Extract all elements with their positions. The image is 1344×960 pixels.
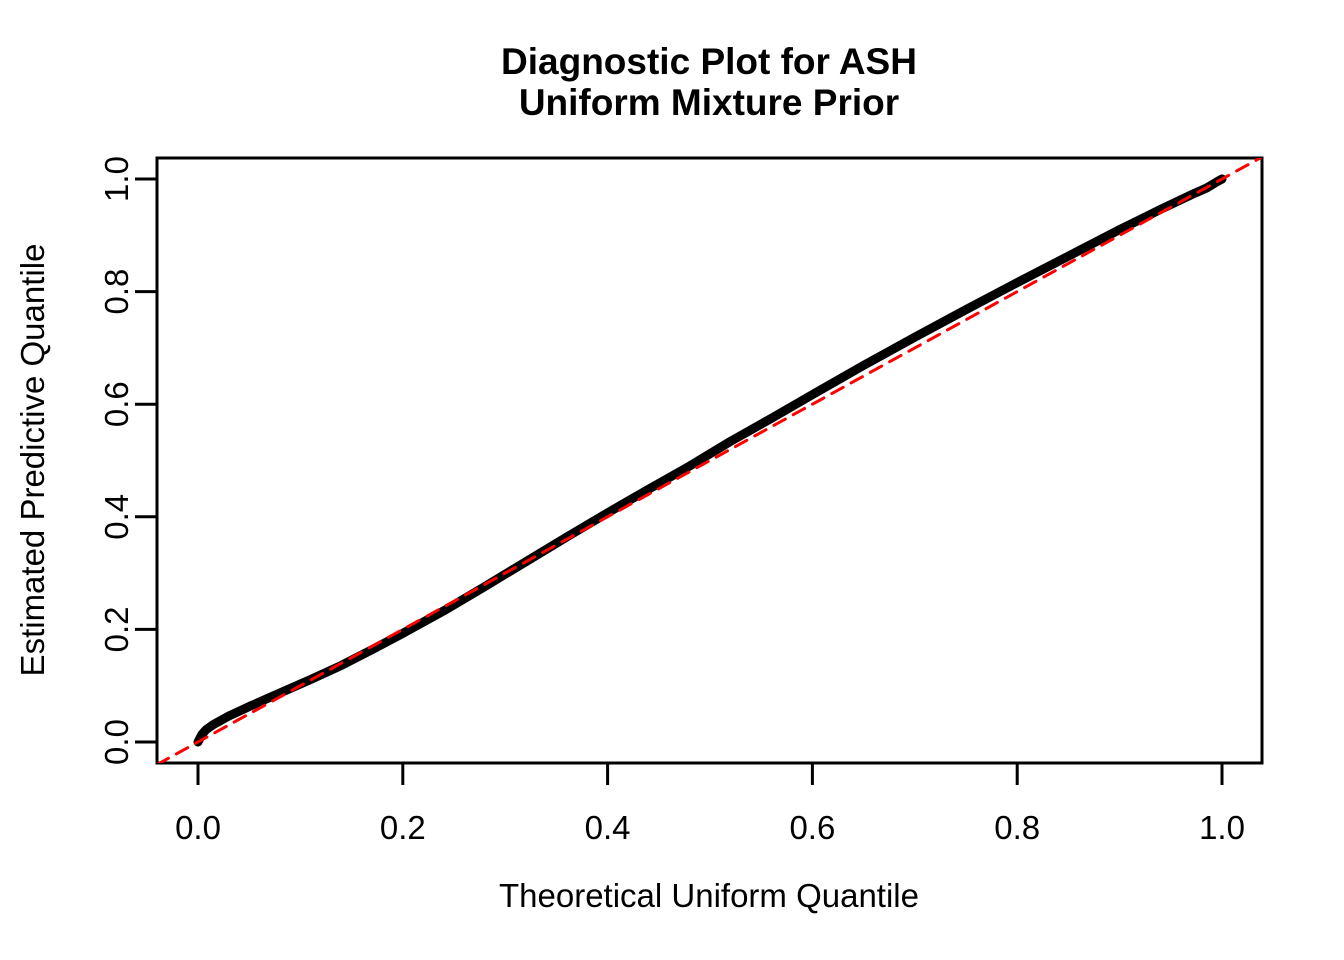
y-axis-tick-label: 1.0 [98, 156, 135, 202]
y-axis: 0.0 0.2 0.4 0.6 0.8 1.0 [98, 156, 157, 765]
y-axis-tick-label: 0.4 [98, 494, 135, 540]
chart-title-line-1: Diagnostic Plot for ASH [501, 41, 917, 82]
y-axis-tick-label: 0.6 [98, 381, 135, 427]
reference-diagonal-line [157, 158, 1262, 763]
quantile-curve [193, 174, 1227, 747]
x-axis-tick-label: 1.0 [1199, 809, 1245, 846]
data-series-group [157, 158, 1262, 763]
y-axis-tick-label: 0.2 [98, 606, 135, 652]
x-axis-tick-label: 0.6 [789, 809, 835, 846]
y-axis-label: Estimated Predictive Quantile [14, 244, 51, 677]
x-axis: 0.0 0.2 0.4 0.6 0.8 1.0 [175, 763, 1245, 846]
x-axis-label: Theoretical Uniform Quantile [499, 877, 919, 914]
x-axis-tick-label: 0.0 [175, 809, 221, 846]
plot-box [155, 156, 1264, 765]
x-axis-tick-label: 0.8 [994, 809, 1040, 846]
y-axis-tick-label: 0.0 [98, 719, 135, 765]
x-axis-tick-label: 0.2 [380, 809, 426, 846]
x-axis-tick-label: 0.4 [585, 809, 631, 846]
chart-title-line-2: Uniform Mixture Prior [519, 82, 899, 123]
y-axis-tick-label: 0.8 [98, 269, 135, 315]
